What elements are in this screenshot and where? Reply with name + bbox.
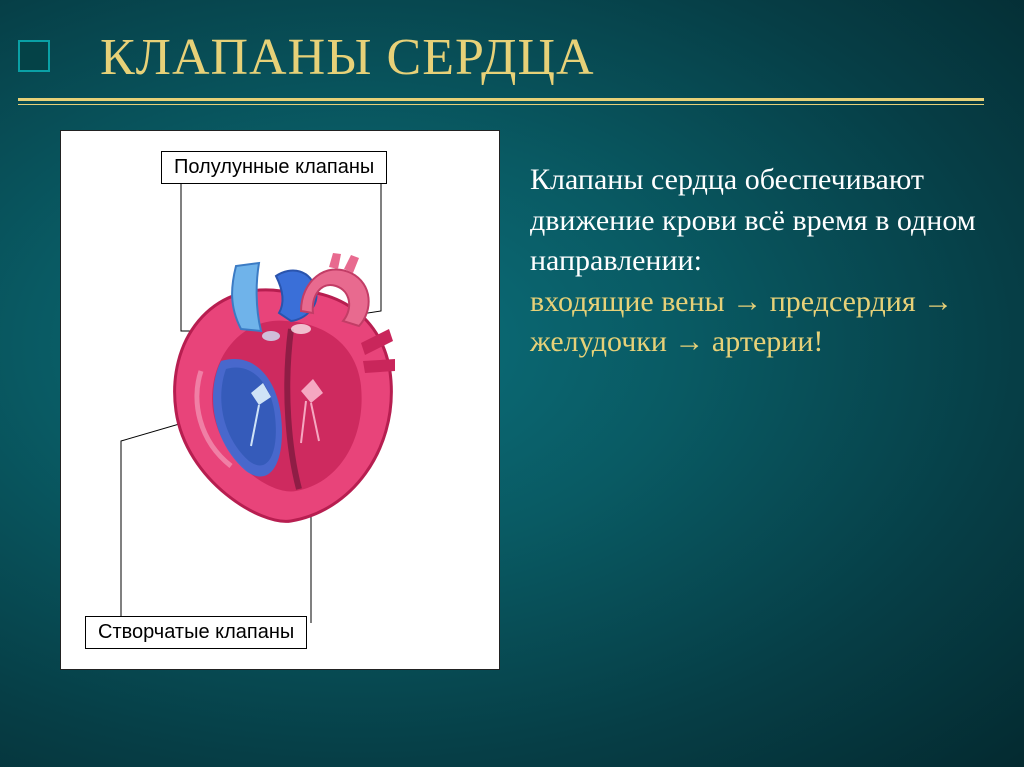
heart-diagram-panel: Полулунные клапаны xyxy=(60,130,500,670)
slide-title: КЛАПАНЫ СЕРДЦА xyxy=(100,28,595,87)
heart-icon xyxy=(151,251,411,531)
content-row: Полулунные клапаны xyxy=(60,130,984,737)
label-leaflet-valves: Створчатые клапаны xyxy=(85,616,307,649)
accent-square-icon xyxy=(18,40,50,72)
body-flow: входящие вены → предсердия → желудочки →… xyxy=(530,282,984,363)
slide: КЛАПАНЫ СЕРДЦА Полулунные клапаны xyxy=(0,0,1024,767)
underline-thick xyxy=(18,98,984,101)
body-intro: Клапаны сердца обеспечивают движение кро… xyxy=(530,160,984,282)
body-text: Клапаны сердца обеспечивают движение кро… xyxy=(500,130,984,737)
title-underline xyxy=(18,98,984,105)
underline-thin xyxy=(18,104,984,105)
